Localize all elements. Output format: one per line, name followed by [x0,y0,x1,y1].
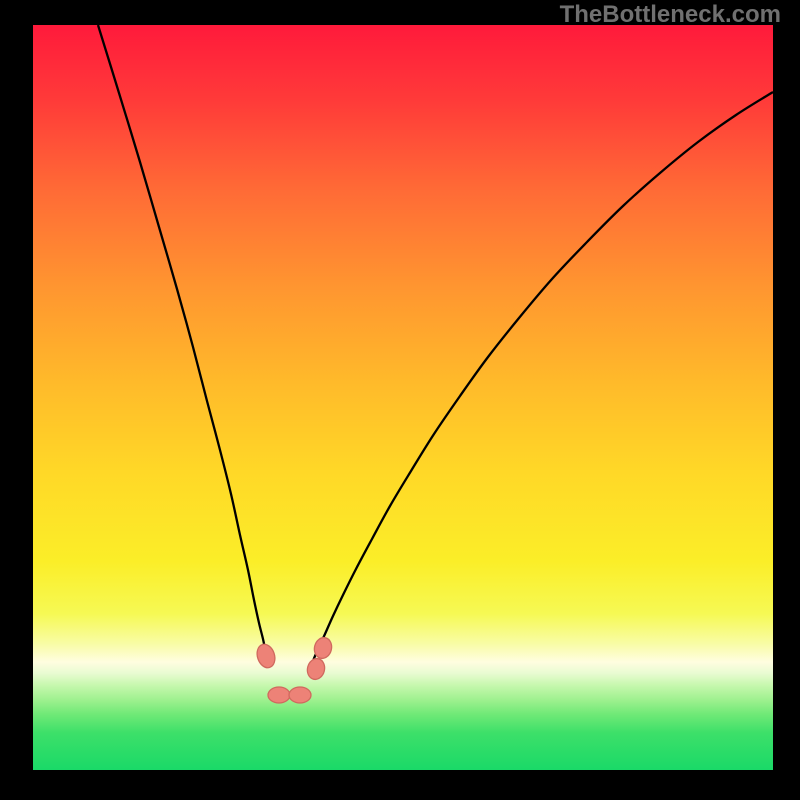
markers-group [254,636,334,703]
curve-layer [33,25,773,770]
marker [268,687,290,703]
watermark-text: TheBottleneck.com [560,1,781,29]
chart-frame: TheBottleneck.com [0,0,800,800]
curve-right [313,92,773,661]
marker [305,657,327,681]
plot-area [33,25,773,770]
marker [254,642,278,670]
curve-left [98,25,268,664]
marker [289,687,311,703]
